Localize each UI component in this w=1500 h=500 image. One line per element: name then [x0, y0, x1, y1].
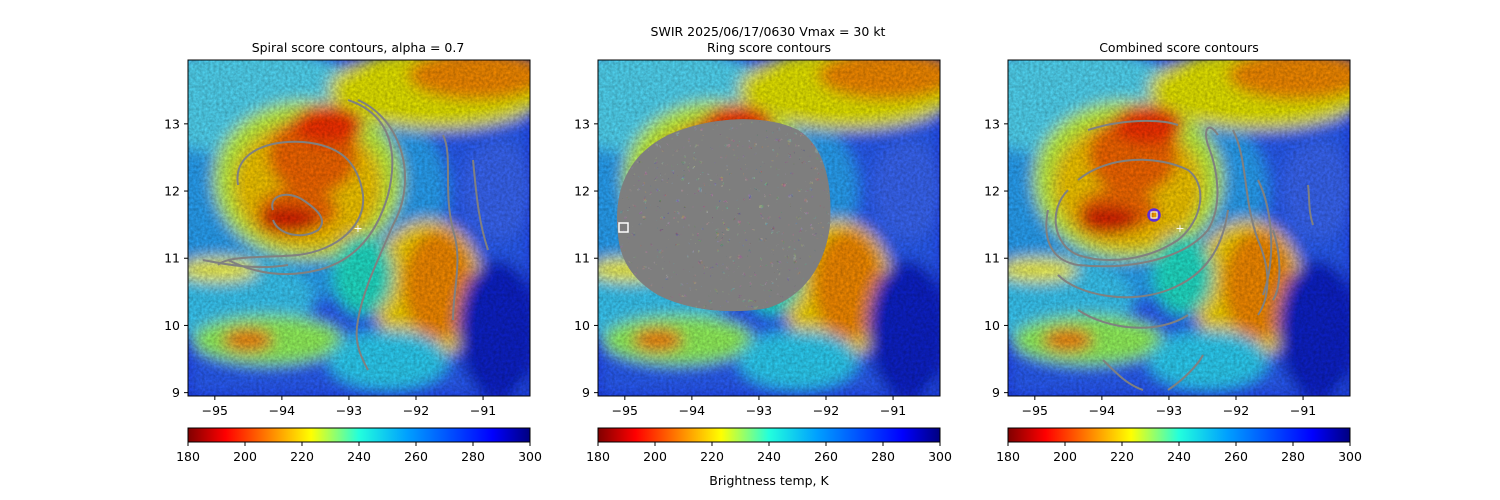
y-tick-label: 11 — [164, 251, 180, 266]
x-tick-label: −91 — [470, 403, 496, 418]
y-tick-label: 9 — [582, 385, 590, 400]
y-tick-label: 9 — [992, 385, 1000, 400]
x-tick-label: −93 — [746, 403, 772, 418]
colorbar — [1007, 427, 1351, 443]
y-tick-label: 11 — [574, 251, 590, 266]
y-tick-label: 13 — [574, 116, 590, 131]
panel-combined: Combined score contours + −95 −94 −93 −92 −9… — [948, 40, 1368, 464]
x-tick-label: −93 — [1156, 403, 1182, 418]
colorbar-tick-label: 220 — [1110, 449, 1134, 464]
x-tick-label: −91 — [880, 403, 906, 418]
y-tick-label: 12 — [164, 184, 180, 199]
colorbar-tick-label: 300 — [1338, 449, 1362, 464]
colorbar-tick-label: 280 — [1281, 449, 1305, 464]
panel-title: Ring score contours — [707, 40, 831, 55]
colorbar-tick-label: 240 — [1167, 449, 1191, 464]
y-tick-label: 12 — [574, 184, 590, 199]
x-tick-label: −92 — [1223, 403, 1249, 418]
x-tick-label: −94 — [1089, 403, 1115, 418]
combined-center-square-marker — [1150, 211, 1158, 219]
x-tick-label: −95 — [612, 403, 638, 418]
colorbar-tick-label: 260 — [404, 449, 428, 464]
ring-center-square-marker — [618, 222, 629, 233]
combined-center-circle-marker — [1147, 208, 1161, 222]
satellite-image — [538, 45, 958, 400]
ring-score-region — [617, 119, 831, 312]
colorbar-tick-label: 300 — [518, 449, 542, 464]
center-plus-marker: + — [1175, 222, 1184, 235]
spiral-contours — [202, 99, 489, 371]
combined-contours — [1045, 119, 1314, 391]
x-tick-label: −93 — [336, 403, 362, 418]
colorbar — [187, 427, 531, 443]
colorbar-tick-label: 180 — [996, 449, 1020, 464]
axes-frame — [187, 59, 531, 397]
y-tick-label: 13 — [164, 116, 180, 131]
colorbar-tick-label: 220 — [290, 449, 314, 464]
y-tick-label: 10 — [984, 318, 1000, 333]
colorbar-tick-label: 240 — [347, 449, 371, 464]
panel-spiral: Spiral score contours, alpha = 0.7 + −95… — [128, 40, 548, 464]
panel-ring: Ring score contours −95 −94 −93 −92 −91 9 10 1… — [538, 40, 958, 488]
colorbar-tick-label: 200 — [1053, 449, 1077, 464]
x-tick-label: −91 — [1290, 403, 1316, 418]
axes-frame — [597, 59, 941, 397]
panel-title: Combined score contours — [1099, 40, 1259, 55]
y-tick-label: 12 — [984, 184, 1000, 199]
y-tick-label: 13 — [984, 116, 1000, 131]
x-tick-label: −94 — [269, 403, 295, 418]
panel-title: Spiral score contours, alpha = 0.7 — [252, 40, 465, 55]
y-tick-label: 9 — [172, 385, 180, 400]
colorbar-tick-label: 300 — [928, 449, 952, 464]
colorbar-tick-label: 180 — [586, 449, 610, 464]
x-tick-label: −94 — [679, 403, 705, 418]
x-tick-label: −92 — [403, 403, 429, 418]
colorbar-tick-label: 200 — [643, 449, 667, 464]
y-tick-label: 10 — [164, 318, 180, 333]
colorbar-tick-label: 200 — [233, 449, 257, 464]
satellite-image: + — [128, 45, 548, 400]
colorbar-tick-label: 260 — [1224, 449, 1248, 464]
colorbar-tick-label: 180 — [176, 449, 200, 464]
colorbar-label: Brightness temp, K — [709, 473, 829, 488]
center-plus-marker: + — [353, 222, 362, 235]
colorbar-tick-label: 280 — [461, 449, 485, 464]
colorbar — [597, 427, 941, 443]
axes-frame — [1007, 59, 1351, 397]
satellite-image: + — [948, 45, 1368, 400]
x-tick-label: −95 — [202, 403, 228, 418]
colorbar-tick-label: 220 — [700, 449, 724, 464]
suptitle: SWIR 2025/06/17/0630 Vmax = 30 kt — [651, 24, 886, 39]
x-tick-label: −95 — [1022, 403, 1048, 418]
colorbar-tick-label: 240 — [757, 449, 781, 464]
colorbar-tick-label: 280 — [871, 449, 895, 464]
colorbar-tick-label: 260 — [814, 449, 838, 464]
x-tick-label: −92 — [813, 403, 839, 418]
y-tick-label: 11 — [984, 251, 1000, 266]
y-tick-label: 10 — [574, 318, 590, 333]
